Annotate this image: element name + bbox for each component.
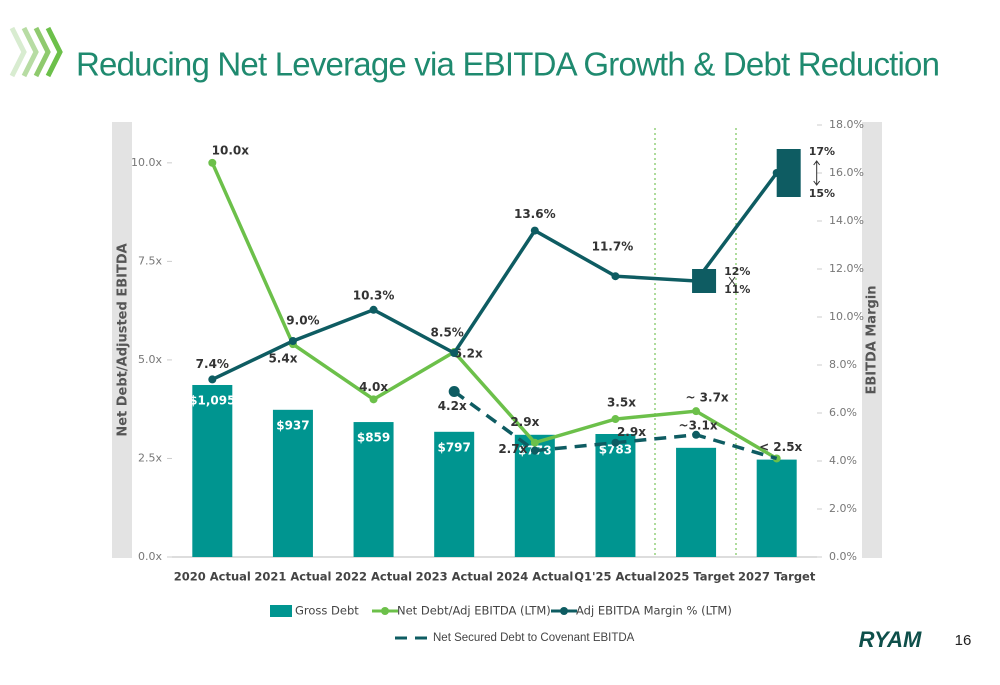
y2-tick-label: 4.0% <box>829 454 857 467</box>
data-label: 5.2x <box>454 347 483 361</box>
range-label: 12% <box>724 265 750 278</box>
y2-tick-label: 0.0% <box>829 550 857 563</box>
point <box>369 305 378 314</box>
y-axis-title: Net Debt/Adjusted EBITDA <box>116 243 131 436</box>
legend-label: Net Debt/Adj EBITDA (LTM) <box>397 604 551 618</box>
x-tick-label: 2021 Actual <box>254 570 331 584</box>
logo: RYAM <box>859 627 922 652</box>
y-axis-band <box>112 122 132 558</box>
data-label: 2.9x <box>510 415 539 429</box>
y-tick-label: 2.5x <box>138 451 162 464</box>
range-label: 11% <box>724 283 750 296</box>
data-label: ~3.1x <box>679 418 718 432</box>
bar <box>272 409 313 557</box>
data-label: 10.0x <box>212 143 250 157</box>
point <box>288 337 297 345</box>
data-label: 9.0% <box>286 314 319 328</box>
x-tick-label: 2020 Actual <box>174 570 251 584</box>
bar-label: $797 <box>437 440 470 454</box>
legend-label: Adj EBITDA Margin % (LTM) <box>576 604 732 618</box>
y-tick-label: 0.0x <box>138 550 162 563</box>
point <box>530 438 539 447</box>
x-tick-label: 2022 Actual <box>335 570 412 584</box>
range-arrow <box>728 276 736 286</box>
data-label: 7.4% <box>196 357 229 371</box>
x-tick-label: Q1'25 Actual <box>574 570 656 584</box>
bar-label: $937 <box>276 418 309 432</box>
y2-axis-band <box>862 122 882 558</box>
x-tick-label: 2027 Target <box>738 570 816 584</box>
bar <box>192 384 233 557</box>
point <box>530 446 539 455</box>
x-tick-label: 2024 Actual <box>496 570 573 584</box>
line <box>210 162 778 460</box>
y2-axis-title: EBITDA Margin <box>865 285 880 394</box>
point <box>208 158 217 167</box>
data-label: 3.5x <box>607 396 636 410</box>
bar-label: $859 <box>357 431 390 445</box>
point <box>208 375 217 384</box>
x-tick-label: 2023 Actual <box>416 570 493 584</box>
y-tick-label: 5.0x <box>138 353 162 366</box>
y-tick-label: 7.5x <box>138 254 162 267</box>
data-label: 4.0x <box>359 380 388 394</box>
point <box>450 349 459 357</box>
range-box <box>692 269 717 293</box>
data-label: 4.2x <box>438 399 467 413</box>
y2-tick-label: 16.0% <box>829 166 864 179</box>
bar-label: $783 <box>599 442 632 456</box>
y-tick-label: 10.0x <box>131 156 162 169</box>
point <box>611 438 620 447</box>
y2-tick-label: 14.0% <box>829 214 864 227</box>
legend-swatch <box>270 605 292 617</box>
bar-label: $1,095 <box>189 393 235 407</box>
y2-tick-label: 18.0% <box>829 118 864 131</box>
range-label: 17% <box>809 145 835 158</box>
legend-swatch <box>560 607 568 615</box>
bar <box>514 434 555 557</box>
bar <box>353 422 394 557</box>
point <box>692 430 701 439</box>
data-label: 5.4x <box>268 352 297 366</box>
data-label: < 2.5x <box>759 440 802 454</box>
data-label: 2.9x <box>617 425 646 439</box>
line <box>211 171 779 381</box>
x-tick-label: 2025 Target <box>657 570 735 584</box>
range-box <box>776 149 801 197</box>
range-label: 15% <box>809 187 835 200</box>
point <box>530 226 539 235</box>
y2-tick-label: 12.0% <box>829 262 864 275</box>
data-label: 8.5% <box>431 326 464 340</box>
legend-label: Gross Debt <box>295 604 359 618</box>
legend-swatch <box>381 607 389 615</box>
bar <box>595 433 636 557</box>
point <box>692 407 701 416</box>
y2-tick-label: 6.0% <box>829 406 857 419</box>
y2-tick-label: 10.0% <box>829 310 864 323</box>
bar <box>756 459 797 557</box>
data-label: 11.7% <box>592 240 634 254</box>
data-label: 13.6% <box>514 207 556 221</box>
bar <box>676 447 717 557</box>
bar <box>434 431 475 557</box>
data-label: 2.7x <box>498 442 527 456</box>
chevrons <box>9 26 63 78</box>
point <box>611 415 620 424</box>
title: Reducing Net Leverage via EBITDA Growth … <box>76 46 939 83</box>
page-number: 16 <box>955 632 972 649</box>
data-label: ~ 3.7x <box>685 391 728 405</box>
point <box>611 272 620 281</box>
y2-tick-label: 2.0% <box>829 502 857 515</box>
legend-label: Net Secured Debt to Covenant EBITDA <box>433 632 635 644</box>
y2-tick-label: 8.0% <box>829 358 857 371</box>
point <box>369 395 378 404</box>
range-arrow <box>813 160 821 186</box>
point <box>448 385 460 397</box>
data-label: 10.3% <box>353 288 395 302</box>
